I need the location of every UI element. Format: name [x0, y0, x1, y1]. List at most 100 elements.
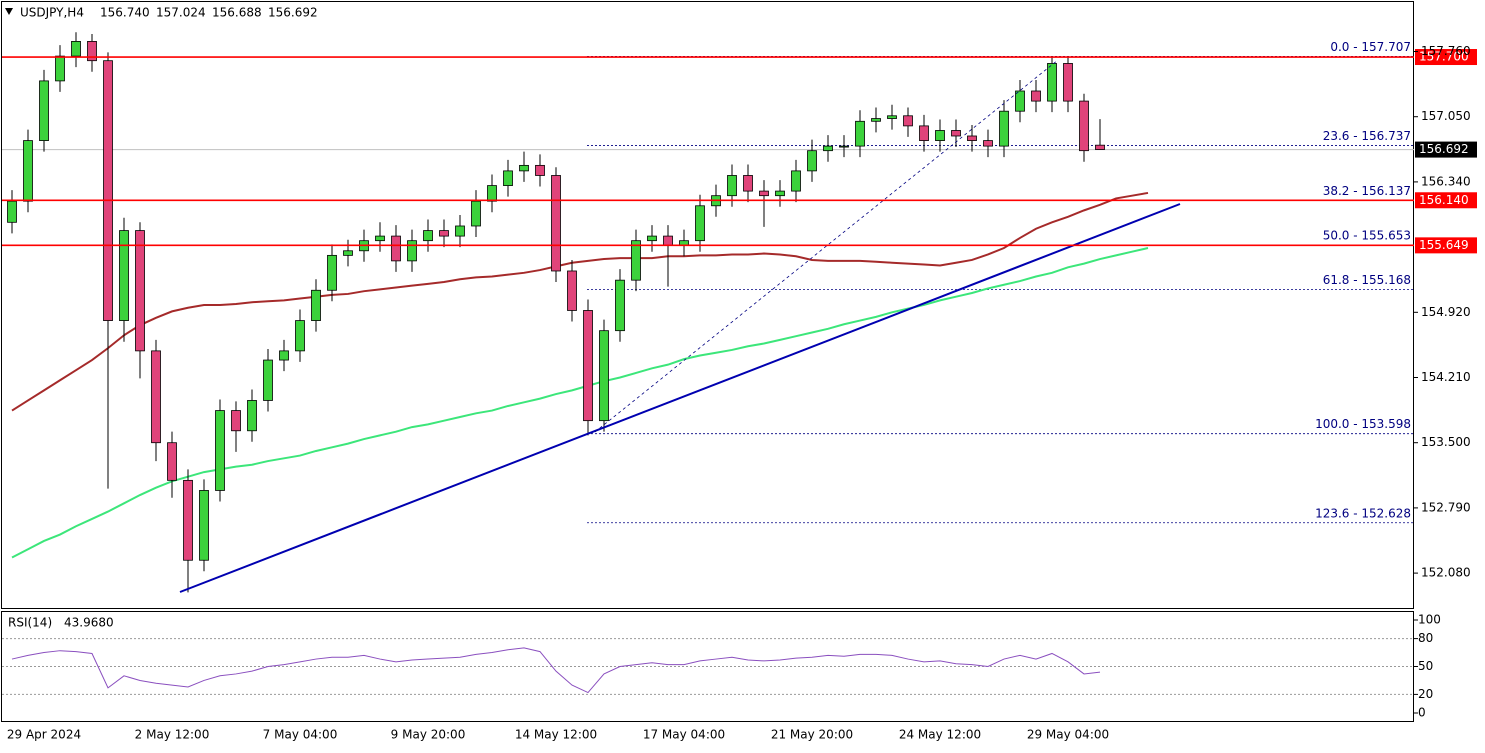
candle-body — [647, 235, 657, 242]
candle-body — [263, 359, 273, 401]
candle-body — [1031, 90, 1041, 102]
price-box-label: 156.140 — [1419, 193, 1469, 207]
y-tick-label: 152.790 — [1421, 500, 1471, 514]
main-plot — [2, 32, 1414, 593]
y-tick-label: 157.050 — [1421, 109, 1471, 123]
fib-label: 38.2 - 156.137 — [1323, 184, 1411, 198]
candle-body — [823, 145, 833, 152]
x-tick-label: 29 May 04:00 — [1027, 728, 1109, 742]
candle-body — [855, 120, 865, 147]
candle-body — [967, 135, 977, 141]
candle-body — [279, 350, 289, 361]
rsi-y-tick-label: 50 — [1418, 659, 1433, 673]
candle-body — [727, 175, 737, 197]
header-high: 157.024 — [156, 6, 206, 20]
header-close: 156.692 — [268, 6, 318, 20]
candle-body — [599, 330, 609, 422]
x-tick-label: 17 May 04:00 — [643, 728, 725, 742]
y-tick-label: 154.210 — [1421, 370, 1471, 384]
candle-body — [71, 41, 81, 57]
x-tick-label: 29 Apr 2024 — [7, 728, 81, 742]
candle-body — [1095, 144, 1105, 150]
y-tick-label: 153.500 — [1421, 435, 1471, 449]
rsi-line — [11, 647, 1101, 694]
candle-body — [983, 140, 993, 147]
candle-body — [215, 410, 225, 491]
candle-body — [519, 164, 529, 172]
candle-body — [1079, 100, 1089, 152]
rsi-y-tick-label: 100 — [1418, 613, 1441, 627]
candle-body — [887, 115, 897, 119]
candle-body — [55, 55, 65, 82]
candle-body — [663, 235, 673, 246]
candle-body — [791, 170, 801, 192]
candle-body — [583, 310, 593, 422]
main-panel-frame — [1, 1, 1414, 609]
candle-body — [695, 205, 705, 242]
candle-body — [759, 190, 769, 197]
collapse-arrow[interactable] — [5, 8, 13, 15]
rsi-y-tick-label: 80 — [1418, 631, 1433, 645]
rsi-title: RSI(14) — [8, 616, 52, 630]
candle-body — [535, 164, 545, 176]
fib-label: 23.6 - 156.737 — [1323, 129, 1411, 143]
candle-body — [7, 200, 17, 223]
candle-body — [407, 240, 417, 262]
y-tick-label: 152.080 — [1421, 566, 1471, 580]
candle-body — [439, 230, 449, 237]
rsi-y-tick-label: 20 — [1418, 687, 1433, 701]
candle-body — [503, 170, 513, 186]
candle-body — [311, 289, 321, 321]
price-box-label: 155.649 — [1419, 238, 1469, 252]
candle-body — [343, 250, 353, 256]
x-tick-label: 9 May 20:00 — [391, 728, 466, 742]
candle-body — [23, 140, 33, 202]
candle-body — [551, 175, 561, 272]
candle-body — [1047, 63, 1057, 102]
candle-body — [247, 400, 257, 432]
candle-body — [231, 410, 241, 432]
candle-body — [919, 125, 929, 141]
symbol-title: USDJPY,H4 — [20, 6, 84, 20]
last-price-box — [1415, 141, 1477, 158]
candle-body — [199, 490, 209, 561]
candle-body — [151, 350, 161, 444]
candle-body — [455, 225, 465, 237]
fib-label: 50.0 - 155.653 — [1323, 228, 1411, 242]
candle-body — [391, 235, 401, 262]
candle-body — [839, 145, 849, 148]
rsi-y-tick-label: 0 — [1418, 706, 1426, 720]
fib-label: 123.6 - 152.628 — [1315, 506, 1411, 520]
y-tick-label: 157.760 — [1421, 44, 1471, 58]
fib-label: 100.0 - 153.598 — [1315, 417, 1411, 431]
candle-body — [119, 230, 129, 321]
candle-body — [167, 442, 177, 481]
x-tick-label: 7 May 04:00 — [263, 728, 338, 742]
last-price-label: 156.692 — [1419, 142, 1469, 156]
candle-body — [423, 230, 433, 242]
candle-body — [87, 41, 97, 62]
x-tick-label: 24 May 12:00 — [899, 728, 981, 742]
y-tick-label: 154.920 — [1421, 305, 1471, 319]
overlay: 0.0 - 157.707 23.6 - 156.737 38.2 - 156.13… — [2, 40, 1477, 520]
candle-body — [487, 185, 497, 202]
rsi-panel-frame — [1, 611, 1414, 722]
candle-body — [951, 130, 961, 137]
moving-average — [11, 191, 1149, 412]
candle-body — [1063, 63, 1073, 102]
candle-body — [135, 230, 145, 352]
price-box — [1415, 192, 1477, 209]
x-tick-label: 21 May 20:00 — [771, 728, 853, 742]
candle-body — [903, 115, 913, 127]
candle-body — [375, 235, 385, 242]
fib-label: 61.8 - 155.168 — [1323, 273, 1411, 287]
candle-body — [39, 80, 49, 141]
x-tick-label: 14 May 12:00 — [515, 728, 597, 742]
moving-average — [11, 247, 1149, 559]
candle-body — [567, 270, 577, 311]
candle-body — [103, 60, 113, 321]
price-box-label: 157.700 — [1419, 50, 1469, 64]
candle-body — [871, 118, 881, 122]
candle-body — [471, 200, 481, 227]
